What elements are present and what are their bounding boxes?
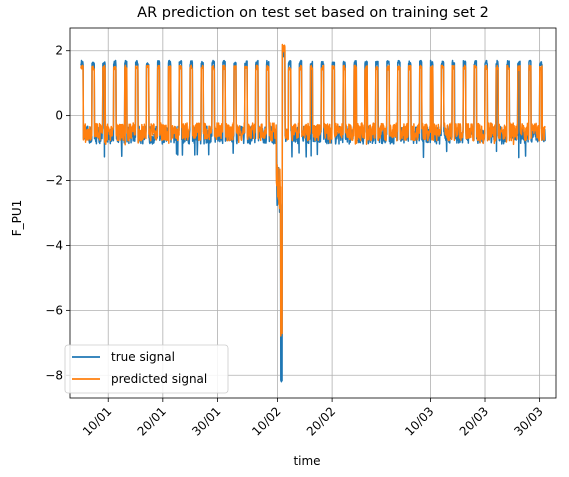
y-tick-label: −2	[45, 174, 63, 188]
chart-title: AR prediction on test set based on train…	[137, 5, 489, 21]
y-tick-label: −4	[45, 238, 63, 252]
y-tick-label: 2	[55, 44, 63, 58]
legend-box	[64, 344, 229, 394]
y-tick-label: −6	[45, 303, 63, 317]
y-axis-label: F_PU1	[10, 200, 24, 237]
y-tick-label: −8	[45, 368, 63, 382]
plot-lines	[80, 43, 546, 383]
legend-label-true-signal: true signal	[111, 350, 175, 364]
plot-frame	[69, 27, 557, 399]
legend: true signal predicted signal	[64, 344, 229, 394]
series-line-predicted-signal	[80, 43, 546, 337]
x-axis-label: time	[293, 454, 320, 468]
y-tick-label: 0	[55, 109, 63, 123]
legend-label-predicted-signal: predicted signal	[111, 372, 207, 386]
